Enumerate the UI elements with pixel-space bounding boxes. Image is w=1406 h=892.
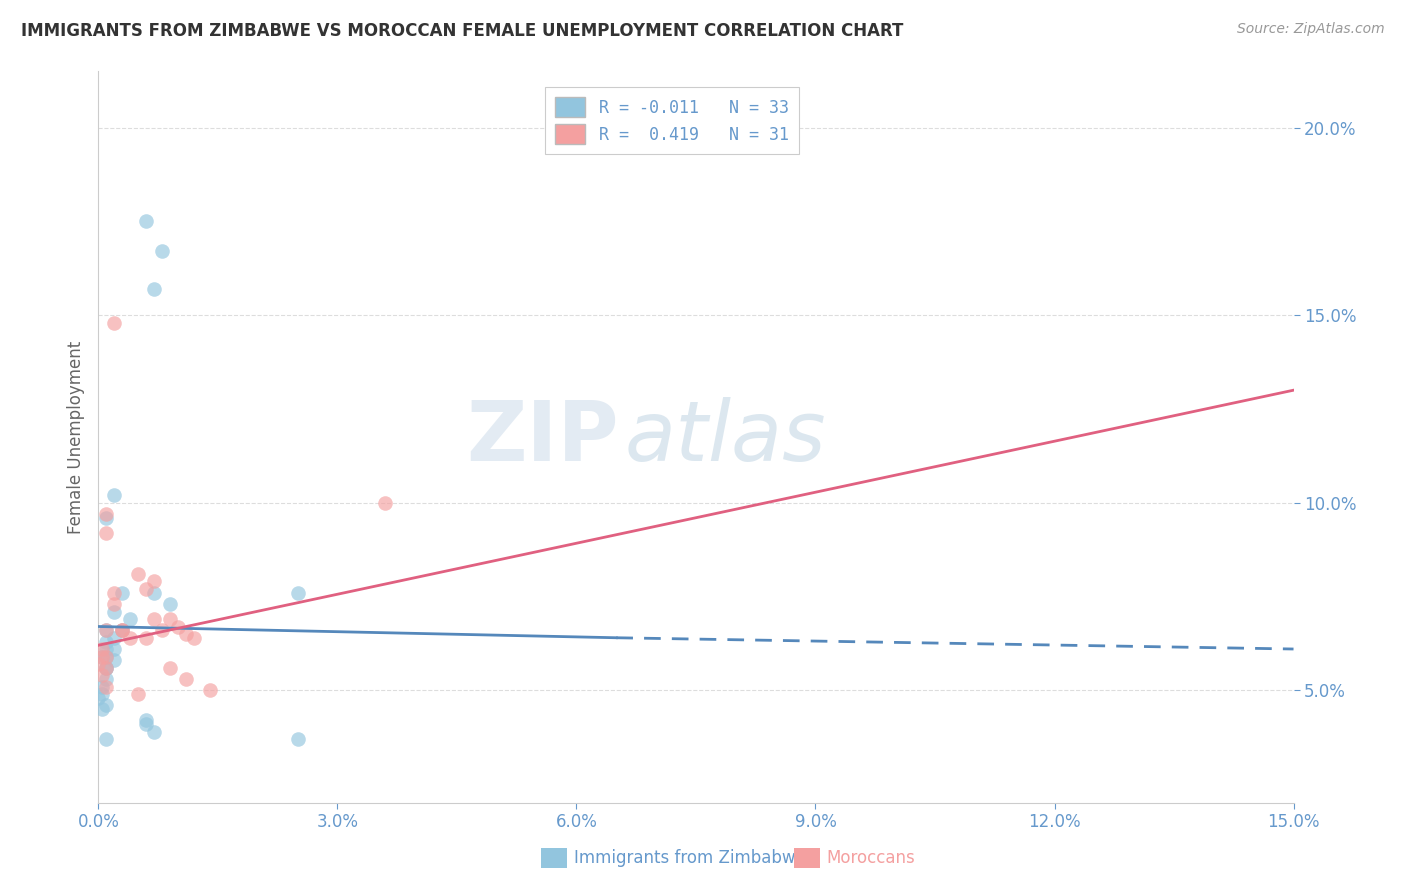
- Point: [183, 631, 205, 645]
- Point: [111, 624, 134, 638]
- Point: [103, 642, 125, 657]
- Point: [150, 624, 173, 638]
- Point: [87, 690, 110, 705]
- Text: Source: ZipAtlas.com: Source: ZipAtlas.com: [1237, 22, 1385, 37]
- Point: [96, 698, 118, 713]
- Point: [111, 624, 134, 638]
- Point: [103, 653, 125, 667]
- Point: [167, 619, 190, 633]
- Point: [96, 525, 118, 540]
- Point: [96, 661, 118, 675]
- Point: [150, 244, 173, 259]
- Point: [96, 661, 118, 675]
- Y-axis label: Female Unemployment: Female Unemployment: [66, 341, 84, 533]
- Point: [91, 642, 114, 657]
- Point: [135, 582, 157, 596]
- Point: [91, 649, 114, 664]
- Point: [103, 488, 125, 502]
- Point: [91, 687, 114, 701]
- Point: [103, 316, 125, 330]
- Point: [135, 214, 157, 228]
- Point: [91, 649, 114, 664]
- Point: [135, 631, 157, 645]
- Point: [96, 624, 118, 638]
- Point: [96, 672, 118, 686]
- Point: [103, 631, 125, 645]
- Point: [159, 612, 181, 626]
- Point: [174, 627, 197, 641]
- Point: [96, 510, 118, 524]
- Point: [96, 624, 118, 638]
- Point: [374, 496, 396, 510]
- Point: [96, 649, 118, 664]
- Text: ZIP: ZIP: [465, 397, 619, 477]
- Point: [87, 657, 110, 671]
- Text: IMMIGRANTS FROM ZIMBABWE VS MOROCCAN FEMALE UNEMPLOYMENT CORRELATION CHART: IMMIGRANTS FROM ZIMBABWE VS MOROCCAN FEM…: [21, 22, 904, 40]
- Text: atlas: atlas: [624, 397, 825, 477]
- Point: [143, 724, 166, 739]
- Point: [143, 574, 166, 589]
- Point: [287, 586, 309, 600]
- Point: [143, 586, 166, 600]
- Text: Immigrants from Zimbabwe: Immigrants from Zimbabwe: [574, 849, 806, 867]
- Point: [198, 683, 221, 698]
- Point: [120, 612, 142, 626]
- Point: [174, 672, 197, 686]
- Point: [103, 586, 125, 600]
- Point: [103, 597, 125, 611]
- Point: [96, 732, 118, 747]
- Point: [159, 597, 181, 611]
- Point: [143, 282, 166, 296]
- Point: [103, 605, 125, 619]
- Point: [159, 661, 181, 675]
- Point: [111, 586, 134, 600]
- Point: [120, 631, 142, 645]
- Point: [96, 680, 118, 694]
- Point: [91, 668, 114, 682]
- Point: [91, 680, 114, 694]
- Point: [135, 717, 157, 731]
- Point: [96, 642, 118, 657]
- Point: [287, 732, 309, 747]
- Point: [96, 507, 118, 521]
- Point: [91, 702, 114, 716]
- Legend: R = -0.011   N = 33, R =  0.419   N = 31: R = -0.011 N = 33, R = 0.419 N = 31: [546, 87, 799, 154]
- Point: [143, 612, 166, 626]
- Point: [135, 713, 157, 727]
- Point: [127, 687, 149, 701]
- Point: [111, 624, 134, 638]
- Text: Moroccans: Moroccans: [827, 849, 915, 867]
- Point: [127, 566, 149, 581]
- Point: [96, 649, 118, 664]
- Point: [96, 661, 118, 675]
- Point: [96, 634, 118, 648]
